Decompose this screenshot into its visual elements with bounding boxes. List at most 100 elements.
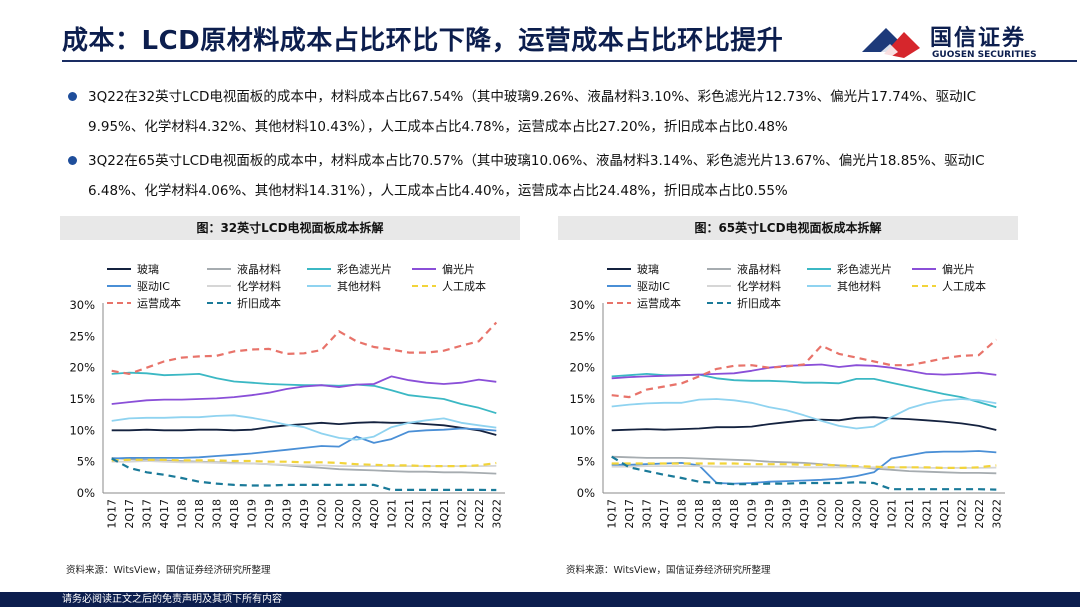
x-tick-label: 1Q19	[746, 499, 759, 529]
series-line	[111, 421, 497, 436]
bullet-item-65inch: 3Q22在65英寸LCD电视面板的成本中，材料成本占比70.57%（其中玻璃10…	[68, 146, 1028, 206]
title-rule	[62, 60, 1077, 62]
legend-label: 液晶材料	[737, 262, 781, 276]
logo: 国信证券 GUOSEN SECURITIES	[860, 20, 1070, 64]
x-tick-label: 1Q18	[176, 499, 189, 529]
chart-title-32inch: 图：32英寸LCD电视面板成本拆解	[60, 216, 520, 240]
series-line	[611, 416, 997, 432]
bullet-text: 3Q22在65英寸LCD电视面板的成本中，材料成本占比70.57%（其中玻璃10…	[88, 153, 985, 199]
y-tick-label: 30%	[69, 298, 95, 312]
x-tick-label: 1Q19	[246, 499, 259, 529]
x-tick-label: 1Q20	[815, 499, 828, 529]
x-tick-label: 4Q17	[658, 499, 671, 529]
x-tick-label: 4Q21	[938, 499, 951, 529]
legend-label: 人工成本	[942, 279, 986, 293]
y-tick-label: 10%	[69, 423, 95, 437]
series-line	[111, 427, 497, 460]
x-tick-label: 2Q22	[473, 499, 486, 529]
x-tick-label: 2Q17	[123, 499, 136, 529]
legend-label: 偏光片	[442, 262, 475, 276]
series-line	[111, 371, 497, 415]
series-line	[111, 414, 497, 441]
series-line	[111, 460, 497, 468]
logo-text-cn: 国信证券	[930, 26, 1027, 51]
legend-label: 折旧成本	[737, 296, 781, 310]
series-line	[611, 455, 997, 475]
x-tick-label: 3Q17	[141, 499, 154, 529]
legend-label: 折旧成本	[237, 296, 281, 310]
bullet-list: 3Q22在32英寸LCD电视面板的成本中，材料成本占比67.54%（其中玻璃9.…	[68, 82, 1028, 210]
x-tick-label: 4Q19	[298, 499, 311, 529]
y-tick-label: 30%	[569, 298, 595, 312]
legend-label: 运营成本	[137, 296, 181, 310]
series-line	[611, 462, 997, 469]
footer-bar: 请务必阅读正文之后的免责声明及其项下所有内容	[0, 592, 1080, 607]
y-tick-label: 20%	[69, 361, 95, 375]
x-tick-label: 4Q20	[868, 499, 881, 529]
x-tick-label: 1Q18	[676, 499, 689, 529]
bullet-text: 3Q22在32英寸LCD电视面板的成本中，材料成本占比67.54%（其中玻璃9.…	[88, 89, 977, 135]
x-tick-label: 2Q21	[403, 499, 416, 529]
x-tick-label: 3Q18	[211, 499, 224, 529]
x-tick-label: 3Q21	[920, 499, 933, 529]
series-line	[111, 458, 497, 468]
series-line	[111, 375, 497, 405]
y-tick-label: 20%	[569, 361, 595, 375]
x-tick-label: 1Q22	[955, 499, 968, 529]
x-tick-label: 1Q17	[106, 499, 119, 529]
source-note-32inch: 资料来源：WitsView，国信证券经济研究所整理	[66, 565, 271, 576]
y-tick-label: 5%	[77, 455, 95, 469]
x-tick-label: 1Q20	[315, 499, 328, 529]
y-tick-label: 10%	[569, 423, 595, 437]
x-tick-label: 1Q17	[606, 499, 619, 529]
series-line	[611, 398, 997, 430]
x-tick-label: 4Q18	[228, 499, 241, 529]
legend-label: 化学材料	[237, 279, 281, 293]
x-tick-label: 2Q21	[903, 499, 916, 529]
x-tick-label: 2Q19	[263, 499, 276, 529]
x-tick-label: 2Q18	[193, 499, 206, 529]
legend-label: 其他材料	[837, 279, 881, 293]
logo-text-en: GUOSEN SECURITIES	[932, 50, 1037, 60]
footer-disclaimer: 请务必阅读正文之后的免责声明及其项下所有内容	[62, 594, 282, 605]
x-tick-label: 4Q18	[728, 499, 741, 529]
legend-label: 液晶材料	[237, 262, 281, 276]
source-note-65inch: 资料来源：WitsView，国信证券经济研究所整理	[566, 565, 771, 576]
x-tick-label: 1Q22	[455, 499, 468, 529]
legend-label: 其他材料	[337, 279, 381, 293]
x-tick-label: 1Q21	[385, 499, 398, 529]
x-tick-label: 3Q22	[490, 499, 503, 529]
bullet-dot-icon	[68, 92, 77, 101]
legend-label: 彩色滤光片	[837, 262, 892, 276]
x-tick-label: 2Q20	[833, 499, 846, 529]
y-tick-label: 5%	[577, 455, 595, 469]
x-tick-label: 3Q19	[281, 499, 294, 529]
x-tick-label: 2Q18	[693, 499, 706, 529]
x-tick-label: 4Q19	[798, 499, 811, 529]
x-tick-label: 3Q20	[850, 499, 863, 529]
x-tick-label: 3Q21	[420, 499, 433, 529]
chart-title-65inch: 图：65英寸LCD电视面板成本拆解	[558, 216, 1018, 240]
bullet-item-32inch: 3Q22在32英寸LCD电视面板的成本中，材料成本占比67.54%（其中玻璃9.…	[68, 82, 1028, 142]
series-line	[611, 465, 997, 469]
legend-label: 偏光片	[942, 262, 975, 276]
series-line	[611, 363, 997, 380]
legend-label: 驱动IC	[137, 280, 170, 293]
x-tick-label: 3Q19	[781, 499, 794, 529]
legend-label: 玻璃	[637, 262, 659, 276]
y-tick-label: 25%	[569, 329, 595, 343]
bullet-dot-icon	[68, 156, 77, 165]
page-title: 成本：LCD原材料成本占比环比下降，运营成本占比环比提升	[62, 26, 784, 56]
x-tick-label: 4Q17	[158, 499, 171, 529]
x-tick-label: 4Q20	[368, 499, 381, 529]
logo-mark-icon	[862, 28, 920, 60]
y-tick-label: 25%	[69, 329, 95, 343]
series-line	[611, 455, 997, 491]
x-tick-label: 2Q20	[333, 499, 346, 529]
x-tick-label: 4Q21	[438, 499, 451, 529]
legend-label: 玻璃	[137, 262, 159, 276]
x-tick-label: 3Q20	[350, 499, 363, 529]
series-line	[111, 321, 498, 376]
legend-label: 驱动IC	[637, 280, 670, 293]
